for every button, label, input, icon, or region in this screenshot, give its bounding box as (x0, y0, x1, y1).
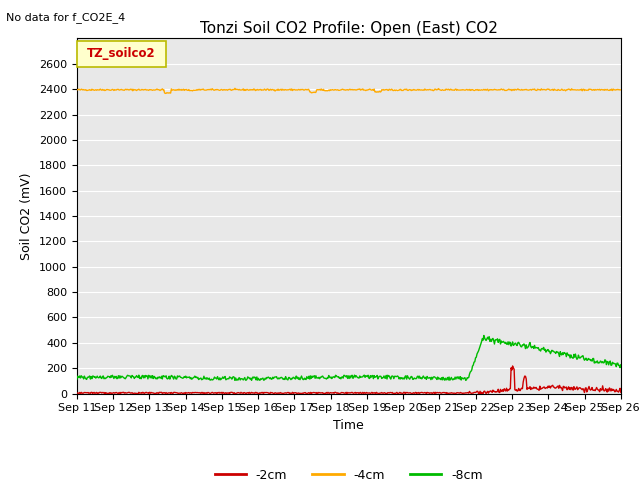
Y-axis label: Soil CO2 (mV): Soil CO2 (mV) (20, 172, 33, 260)
Title: Tonzi Soil CO2 Profile: Open (East) CO2: Tonzi Soil CO2 Profile: Open (East) CO2 (200, 21, 498, 36)
Text: TZ_soilco2: TZ_soilco2 (87, 48, 156, 60)
Text: No data for f_CO2E_4: No data for f_CO2E_4 (6, 12, 125, 23)
Legend: -2cm, -4cm, -8cm: -2cm, -4cm, -8cm (210, 464, 488, 480)
X-axis label: Time: Time (333, 419, 364, 432)
